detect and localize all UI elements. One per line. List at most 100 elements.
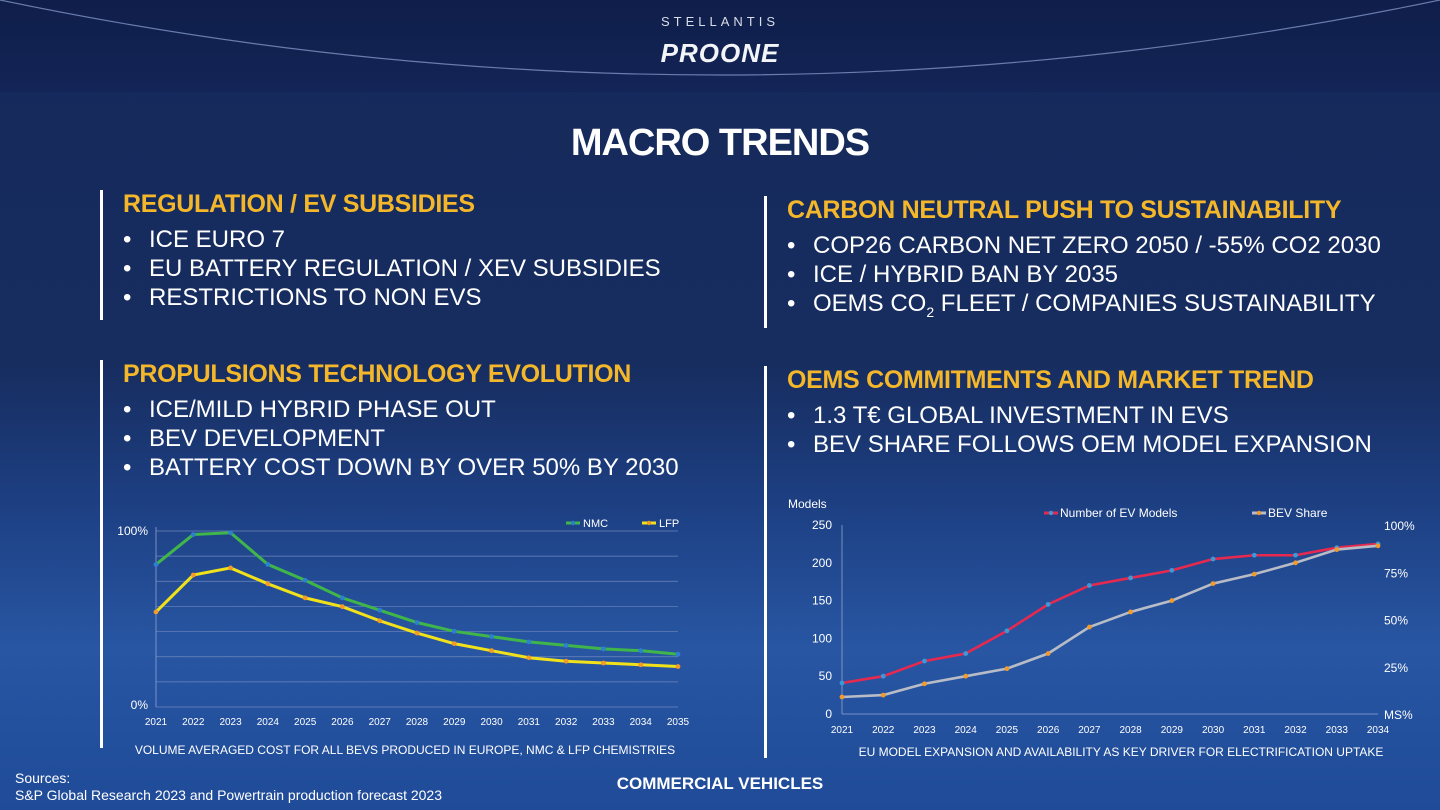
data-point <box>1128 609 1134 615</box>
data-point <box>563 643 569 648</box>
data-point <box>414 630 420 636</box>
legend-marker <box>570 520 576 526</box>
data-point <box>190 572 196 578</box>
data-point <box>638 648 644 654</box>
ev-models-chart: Models 0 50 100 150 200 250 MS% 25% 50% 75% 100% 202… <box>788 497 1415 736</box>
series-line <box>841 544 1379 699</box>
y-tick-label: 0 <box>825 707 832 721</box>
stellantis-logo: STELLANTIS <box>660 14 780 29</box>
data-point <box>153 562 159 567</box>
bullet-list: • 1.3 T€ GLOBAL INVESTMENT IN EVS • BEV SH… <box>787 401 1372 459</box>
data-point <box>377 607 383 613</box>
legend-label: LFP <box>659 518 679 530</box>
data-point <box>1045 651 1051 656</box>
x-tick-label: 2021 <box>831 725 854 736</box>
list-item: • RESTRICTIONS TO NON EVS <box>123 284 482 311</box>
y-tick-label: 0% <box>131 698 149 712</box>
data-point <box>451 628 457 634</box>
data-point <box>675 664 681 669</box>
data-point <box>1251 552 1257 558</box>
data-point <box>1086 624 1092 630</box>
section-propulsion: PROPULSIONS TECHNOLOGY EVOLUTION • ICE/MI… <box>100 360 679 486</box>
x-tick-label: 2022 <box>182 717 205 728</box>
data-point <box>1169 567 1175 573</box>
x-tick-label: 2029 <box>1161 725 1184 736</box>
data-point <box>526 655 532 661</box>
list-item: • COP26 CARBON NET ZERO 2050 / -55% CO2 2… <box>787 232 1381 259</box>
data-point <box>302 577 308 583</box>
data-point <box>638 662 644 668</box>
data-point <box>340 595 345 601</box>
x-tick-label: 2027 <box>1078 725 1101 736</box>
x-tick-label: 2033 <box>592 717 615 728</box>
y-tick-label: 100 <box>812 631 832 645</box>
battery-cost-chart: 100% 0% 2021 2022 2023 2024 2025 2026 2027 2028 20… <box>117 518 689 728</box>
bullet-list: • COP26 CARBON NET ZERO 2050 / -55% CO2 2… <box>787 231 1381 327</box>
data-point <box>1210 556 1216 562</box>
legend-label: NMC <box>583 518 608 530</box>
y2-tick-label: 75% <box>1384 566 1408 580</box>
y2-tick-label: MS% <box>1384 708 1413 722</box>
data-point <box>563 658 569 664</box>
page-title: MACRO TRENDS <box>570 122 870 164</box>
data-point <box>1251 571 1257 577</box>
list-item: • EU BATTERY REGULATION / XEV SUBSIDIES <box>123 255 661 282</box>
list-item: • BEV SHARE FOLLOWS OEM MODEL EXPANSION <box>787 431 1372 458</box>
x-tick-label: 2027 <box>369 717 392 728</box>
x-tick-label: 2028 <box>406 717 429 728</box>
list-item: • ICE / HYBRID BAN BY 2035 <box>787 261 1119 288</box>
legend-marker <box>1048 510 1054 516</box>
data-point <box>489 648 494 654</box>
section-heading: REGULATION / EV SUBSIDIES <box>123 190 475 218</box>
list-item: • 1.3 T€ GLOBAL INVESTMENT IN EVS <box>787 402 1229 429</box>
x-tick-label: 2032 <box>555 717 578 728</box>
x-tick-label: 2024 <box>257 717 280 728</box>
section-oems: OEMS COMMITMENTS AND MARKET TREND • 1.3 T… <box>764 366 1372 466</box>
data-point <box>153 609 159 615</box>
proone-logo: PROONE <box>660 38 780 68</box>
data-point <box>922 658 927 664</box>
list-item: • ICE EURO 7 <box>123 226 286 253</box>
y2-tick-label: 50% <box>1384 614 1408 628</box>
series-line-lfp <box>154 566 679 669</box>
data-point <box>1293 552 1298 558</box>
x-tick-label: 2031 <box>518 717 541 728</box>
x-tick-label: 2023 <box>219 717 242 728</box>
x-tick-label: 2026 <box>1037 725 1060 736</box>
data-point <box>1045 601 1051 607</box>
divider-left <box>100 486 103 748</box>
y-tick-label: 150 <box>812 594 832 608</box>
x-tick-label: 2034 <box>630 717 653 728</box>
data-point <box>265 562 271 567</box>
legend-marker <box>646 520 652 526</box>
x-tick-label: 2030 <box>480 717 503 728</box>
x-tick-label: 2026 <box>331 717 354 728</box>
list-item: • OEMS CO2 FLEET / COMPANIES SUSTAINABILI… <box>787 290 1376 320</box>
list-item: • ICE/MILD HYBRID PHASE OUT <box>123 396 496 423</box>
data-point <box>1004 628 1010 634</box>
data-point <box>1293 560 1298 566</box>
data-point <box>880 673 886 679</box>
divider-right <box>764 466 767 758</box>
ev-models-caption: EU MODEL EXPANSION AND AVAILABILITY AS K… <box>858 745 1384 759</box>
section-carbon: CARBON NEUTRAL PUSH TO SUSTAINABILITY • C… <box>764 196 1381 328</box>
battery-cost-caption: VOLUME AVERAGED COST FOR ALL BEVS PRODUC… <box>134 743 676 757</box>
sources: Sources: S&P Global Research 2023 and Po… <box>15 770 442 804</box>
sources-text: S&P Global Research 2023 and Powertrain … <box>15 787 443 803</box>
legend-label: Number of EV Models <box>1060 506 1177 520</box>
data-point <box>1334 547 1340 552</box>
data-point <box>675 651 681 657</box>
legend-label: BEV Share <box>1268 506 1328 520</box>
data-point <box>377 618 383 624</box>
data-point <box>228 530 233 536</box>
data-point <box>601 646 606 652</box>
footer-title: COMMERCIAL VEHICLES <box>616 774 824 793</box>
x-tick-label: 2024 <box>955 725 978 736</box>
data-point <box>340 604 345 610</box>
section-heading: OEMS COMMITMENTS AND MARKET TREND <box>787 366 1314 394</box>
x-tick-label: 2023 <box>913 725 936 736</box>
y-tick-label: 200 <box>812 556 832 570</box>
y-tick-label: 100% <box>117 524 148 538</box>
section-heading: CARBON NEUTRAL PUSH TO SUSTAINABILITY <box>787 196 1342 224</box>
data-point <box>1169 598 1175 603</box>
